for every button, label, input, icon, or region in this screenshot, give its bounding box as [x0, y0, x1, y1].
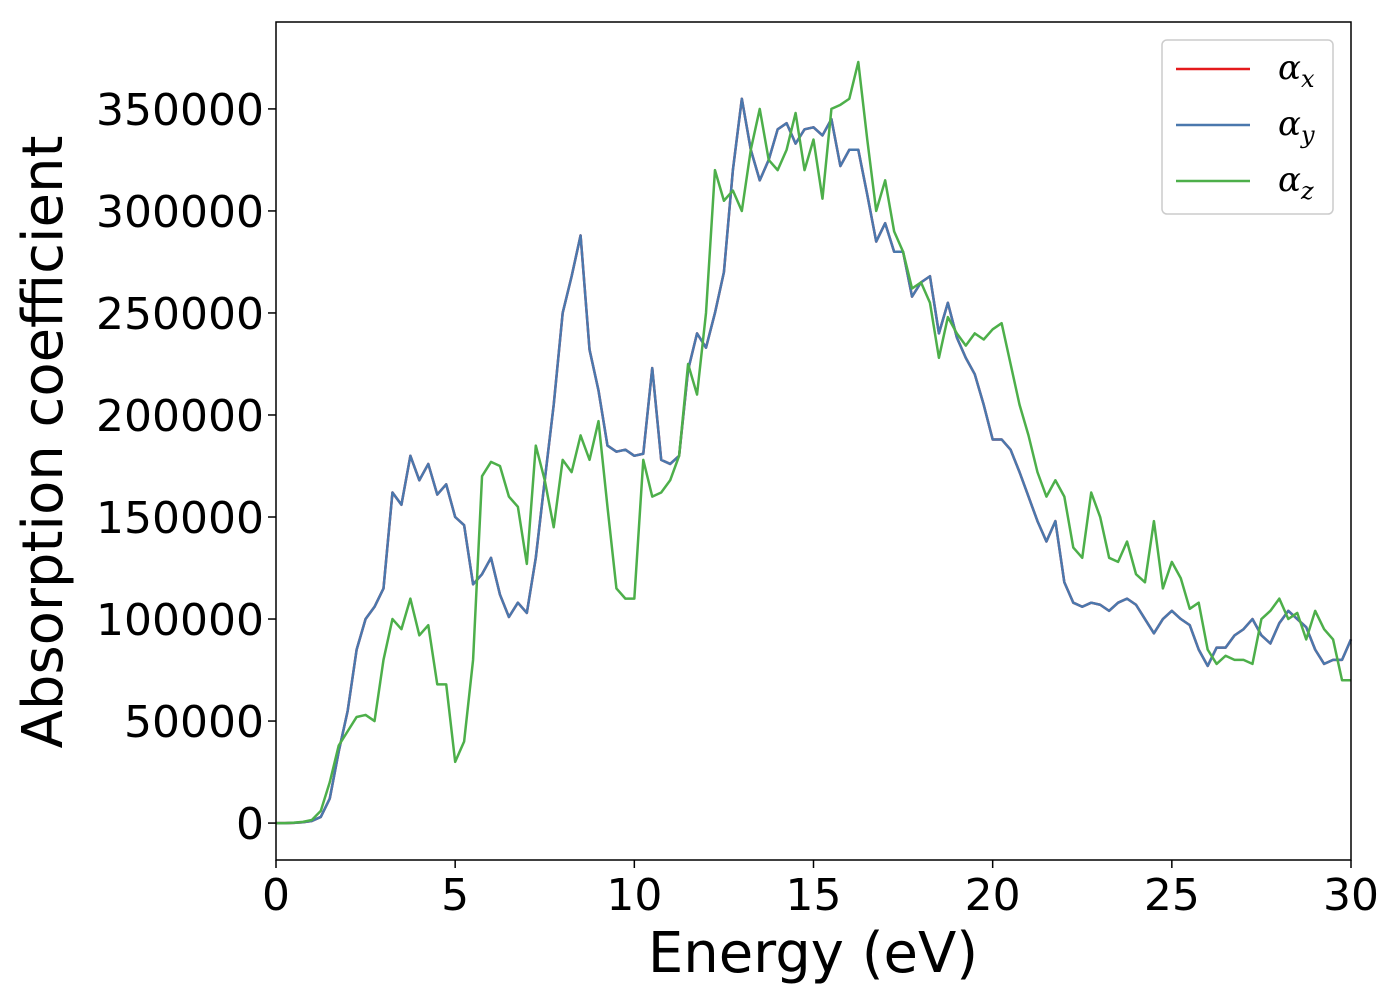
- x-tick-label: 0: [262, 870, 290, 921]
- y-axis-label: Absorption coefficient: [11, 136, 76, 749]
- y-tick-label: 150000: [96, 493, 264, 544]
- legend-label: αz: [1278, 160, 1314, 205]
- x-tick-label: 25: [1144, 870, 1200, 921]
- y-tick-label: 300000: [96, 187, 264, 238]
- y-tick-label: 0: [236, 799, 264, 850]
- x-tick-label: 5: [441, 870, 469, 921]
- x-tick-label: 20: [965, 870, 1021, 921]
- data-line: [276, 60, 1351, 825]
- y-tick-label: 250000: [96, 289, 264, 340]
- legend-box: [1161, 39, 1334, 215]
- legend-label: αx: [1278, 48, 1315, 93]
- y-tick-label: 50000: [124, 697, 264, 748]
- x-tick-label: 15: [786, 870, 842, 921]
- x-tick-label: 10: [606, 870, 662, 921]
- x-tick-label: 30: [1323, 870, 1379, 921]
- x-axis-label: Energy (eV): [648, 921, 978, 986]
- plot-frame: [275, 21, 1352, 861]
- legend-label: αy: [1278, 104, 1315, 149]
- data-line: [276, 97, 1353, 825]
- y-tick-label: 350000: [96, 85, 264, 136]
- y-tick-label: 100000: [96, 595, 264, 646]
- y-tick-label: 200000: [96, 391, 264, 442]
